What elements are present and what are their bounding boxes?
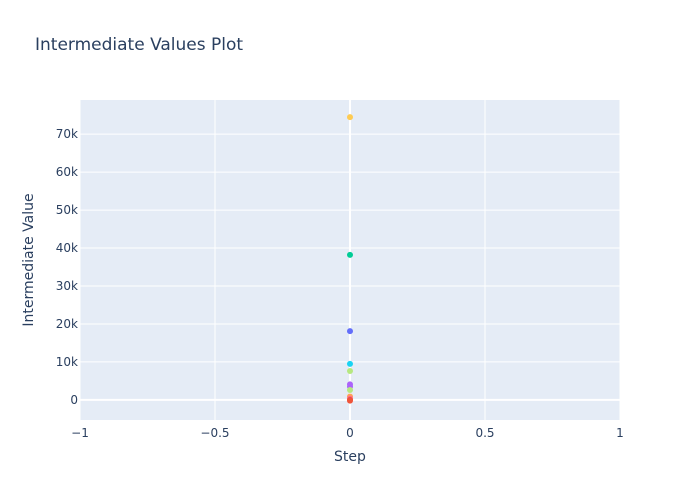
y-tick-label: 20k [56, 317, 78, 331]
data-point[interactable] [347, 368, 353, 375]
y-tick-label: 40k [56, 241, 78, 255]
data-point[interactable] [347, 387, 353, 394]
x-axis-ticks: −1 −0.5 0 0.5 1 [71, 426, 624, 440]
y-tick-label: 0 [70, 393, 78, 407]
y-tick-label: 50k [56, 203, 78, 217]
data-points [347, 114, 353, 404]
data-point[interactable] [347, 114, 353, 121]
x-tick-label: 1 [616, 426, 624, 440]
x-tick-label: −0.5 [200, 426, 229, 440]
data-point[interactable] [347, 328, 353, 335]
y-axis-ticks: 0 10k 20k 30k 40k 50k 60k 70k [56, 127, 78, 407]
y-axis-title: Intermediate Value [21, 193, 37, 326]
data-point[interactable] [347, 397, 353, 404]
data-point[interactable] [347, 251, 353, 258]
y-tick-label: 10k [56, 355, 78, 369]
x-tick-label: 0 [346, 426, 354, 440]
y-tick-label: 60k [56, 165, 78, 179]
x-tick-label: 0.5 [475, 426, 494, 440]
y-tick-label: 70k [56, 127, 78, 141]
data-point[interactable] [347, 360, 353, 367]
chart-title: Intermediate Values Plot [35, 35, 243, 55]
x-axis-title: Step [334, 449, 366, 465]
x-tick-label: −1 [71, 426, 89, 440]
y-tick-label: 30k [56, 279, 78, 293]
